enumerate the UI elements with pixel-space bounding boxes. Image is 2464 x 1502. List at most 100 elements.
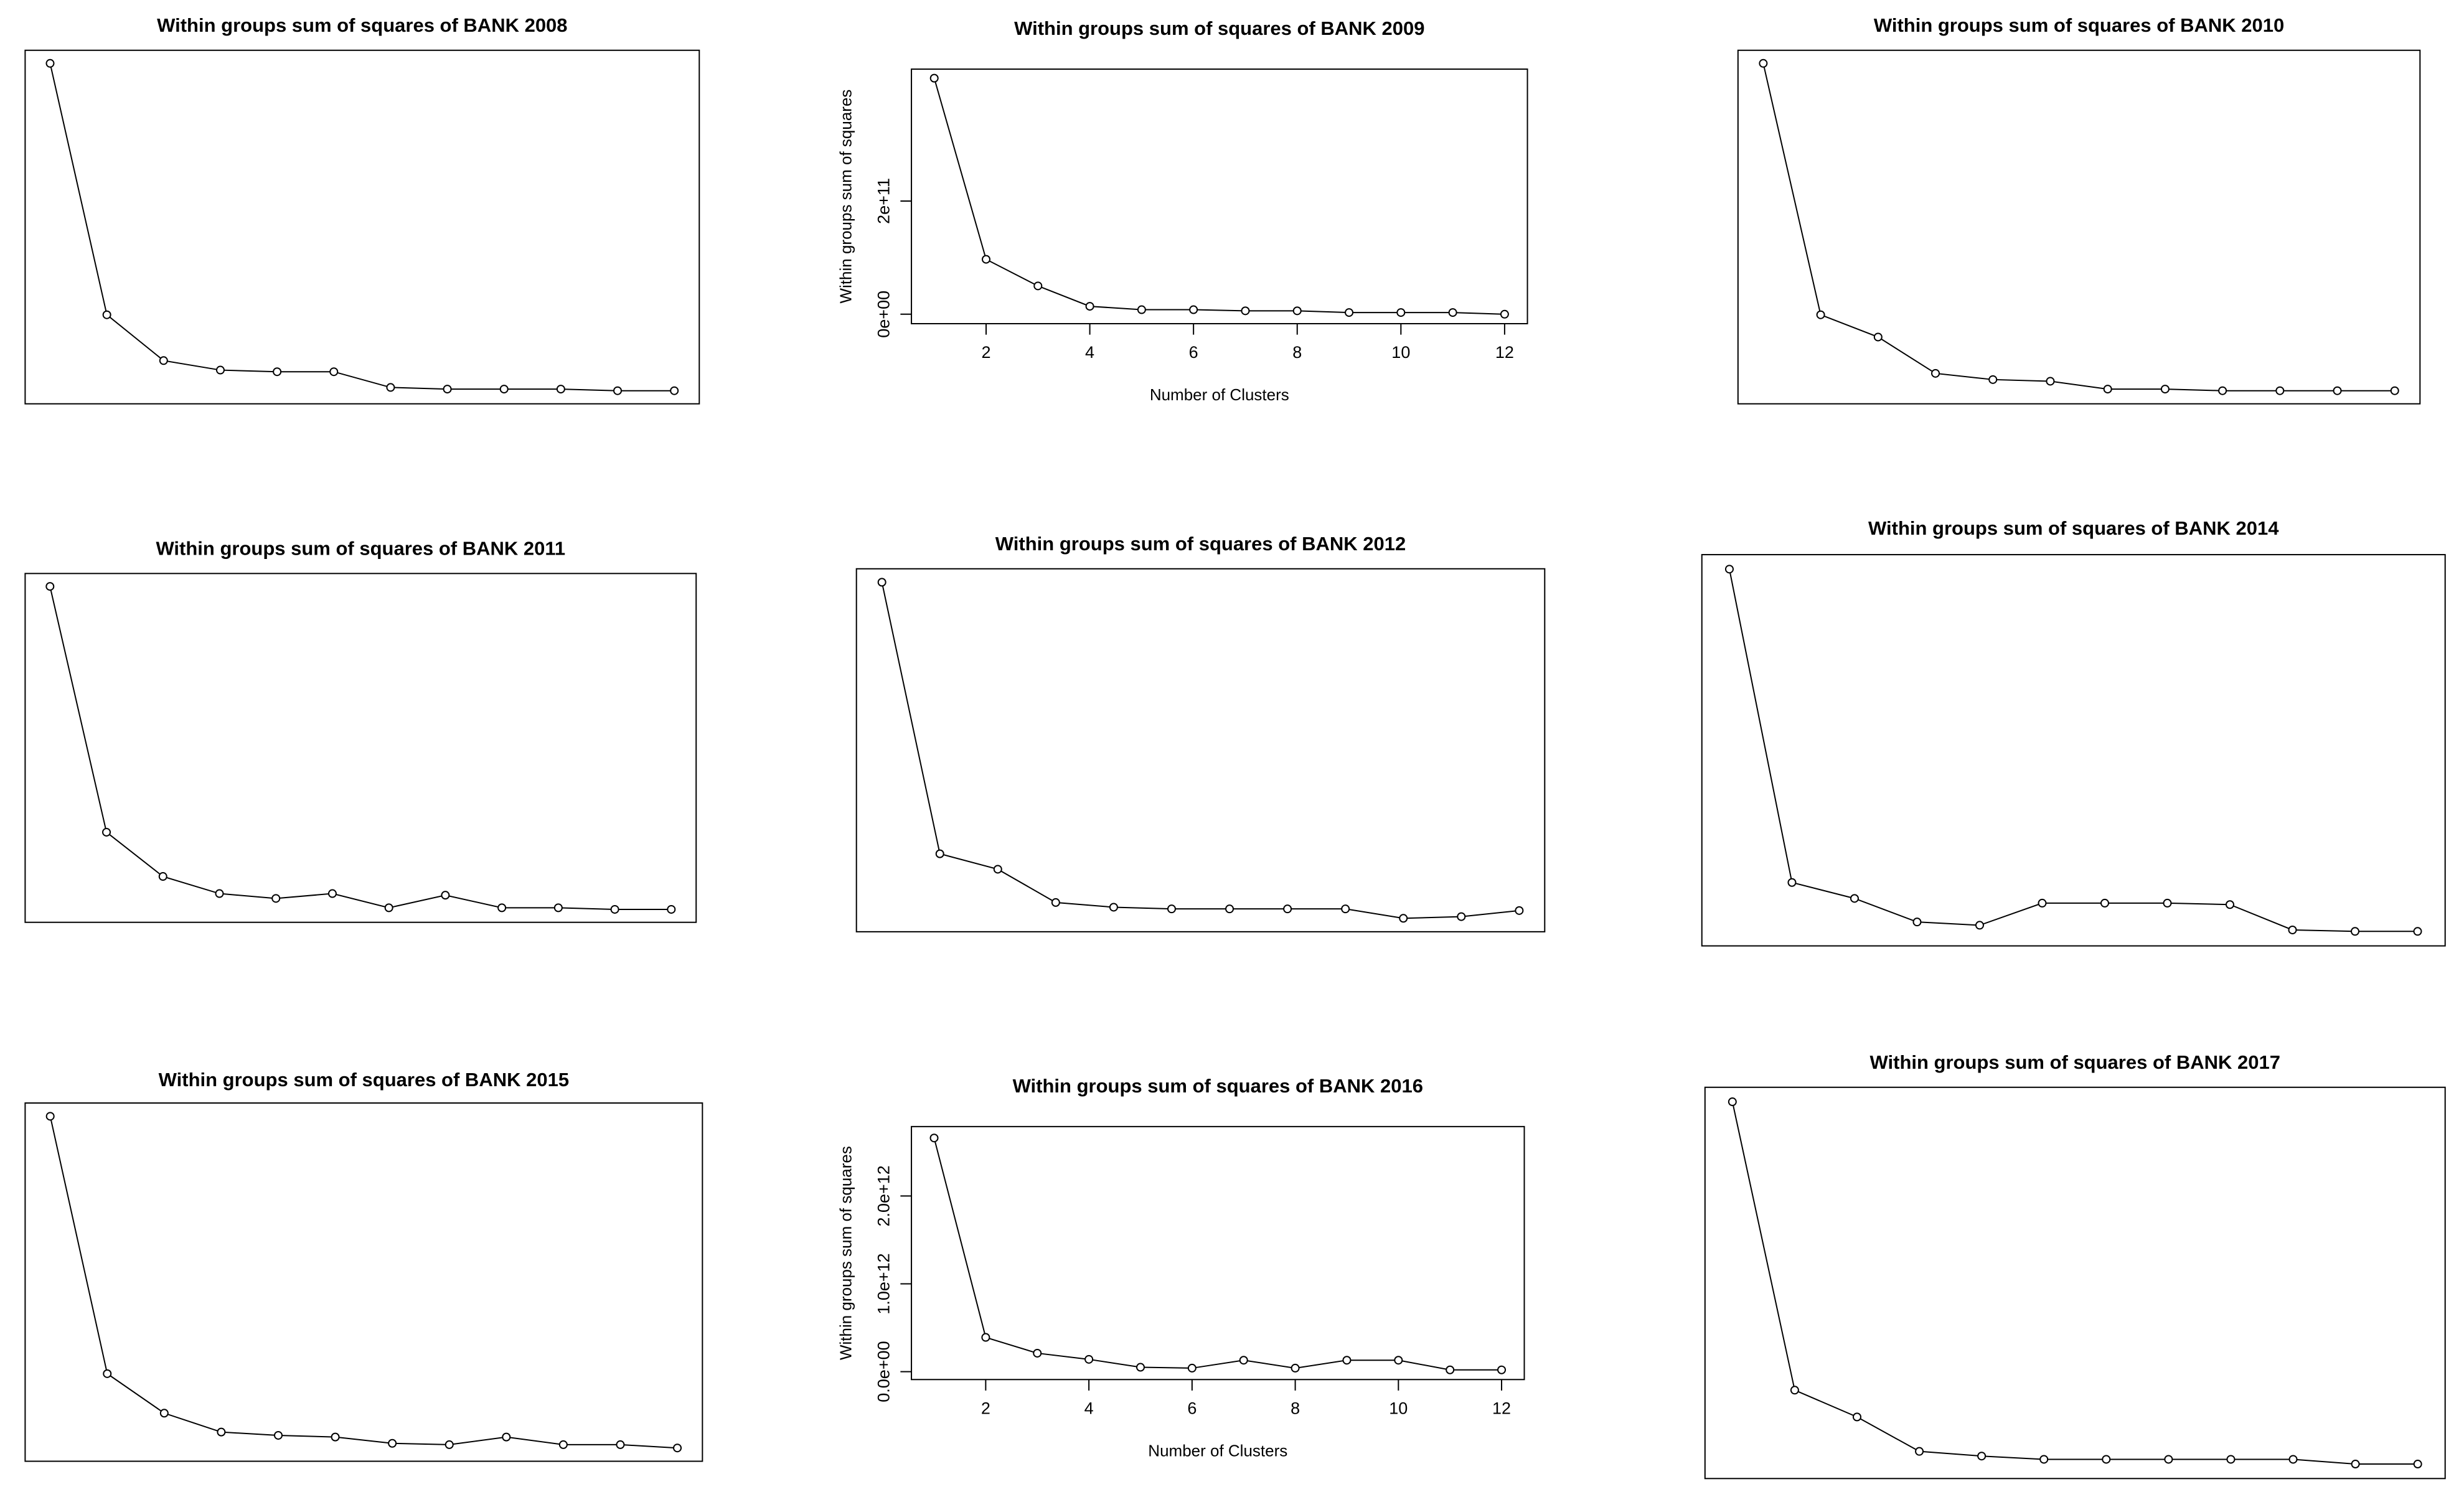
data-point xyxy=(271,894,281,903)
data-point xyxy=(327,889,337,898)
data-point xyxy=(1500,309,1509,319)
data-point xyxy=(1977,1452,1987,1461)
x-axis-title: Number of Clusters xyxy=(1148,1441,1287,1460)
data-point xyxy=(388,1439,397,1448)
data-point xyxy=(1137,305,1146,314)
data-line xyxy=(933,1137,1502,1371)
data-point xyxy=(2100,898,2109,908)
data-point xyxy=(1873,332,1883,342)
data-point xyxy=(215,889,224,898)
data-point xyxy=(1189,305,1198,314)
data-point xyxy=(1291,1363,1300,1373)
data-point xyxy=(981,1333,990,1342)
data-point xyxy=(102,827,111,837)
data-point xyxy=(2333,386,2342,395)
chart-title: Within groups sum of squares of BANK 201… xyxy=(1874,14,2284,36)
data-point xyxy=(667,904,676,914)
plot-frame xyxy=(1737,49,2421,405)
data-point xyxy=(499,385,509,394)
plot-frame xyxy=(24,49,700,405)
x-tick-label: 10 xyxy=(1389,1399,1408,1417)
y-tick-label: 0e+00 xyxy=(874,291,893,338)
data-point xyxy=(1225,904,1234,914)
data-point xyxy=(1341,904,1350,914)
data-point xyxy=(610,904,619,914)
data-point xyxy=(502,1432,511,1442)
data-line xyxy=(933,78,1505,315)
data-point xyxy=(45,582,55,591)
data-point xyxy=(553,903,563,913)
data-point xyxy=(2046,377,2055,386)
data-point xyxy=(215,365,225,375)
data-point xyxy=(331,1432,340,1442)
data-point xyxy=(1515,906,1524,915)
data-point xyxy=(2225,900,2234,909)
data-point xyxy=(1975,921,1984,930)
data-point xyxy=(2164,1455,2173,1464)
y-tick-label: 0.0e+00 xyxy=(874,1341,893,1402)
data-point xyxy=(877,578,886,587)
data-line xyxy=(881,582,1520,919)
data-point xyxy=(1396,308,1406,317)
chart-title: Within groups sum of squares of BANK 201… xyxy=(1868,517,2279,539)
data-point xyxy=(1787,878,1797,887)
data-point xyxy=(1085,302,1094,311)
data-point xyxy=(2351,1460,2360,1469)
data-point xyxy=(1446,1365,1455,1374)
data-point xyxy=(1241,306,1250,316)
data-point xyxy=(329,367,339,377)
data-point xyxy=(929,1134,939,1143)
data-point xyxy=(935,849,944,858)
x-tick-label: 10 xyxy=(1391,343,1410,362)
data-point xyxy=(386,383,395,392)
data-point xyxy=(1033,281,1043,291)
data-point xyxy=(1448,308,1457,317)
data-point xyxy=(2038,898,2047,908)
data-point xyxy=(2160,385,2170,394)
data-line xyxy=(1728,569,2418,932)
y-tick-label: 1.0e+12 xyxy=(874,1253,893,1314)
data-point xyxy=(1051,898,1060,907)
x-tick-label: 4 xyxy=(1084,1399,1094,1417)
plot-frame xyxy=(1701,554,2446,947)
data-point xyxy=(670,386,679,395)
data-point xyxy=(1457,912,1466,921)
data-point xyxy=(1852,1412,1861,1422)
data-point xyxy=(2275,386,2285,395)
data-point xyxy=(1931,368,1940,378)
data-point xyxy=(556,385,565,394)
y-axis-title: Within groups sum of squares xyxy=(836,90,855,304)
x-axis-title: Number of Clusters xyxy=(1150,385,1289,404)
data-point xyxy=(993,865,1002,874)
x-tick-label: 4 xyxy=(1085,343,1094,362)
data-point xyxy=(2413,927,2422,936)
data-point xyxy=(1915,1447,1924,1456)
data-point xyxy=(613,386,623,395)
data-point xyxy=(1033,1348,1042,1358)
plot-frame xyxy=(24,573,697,923)
data-point xyxy=(2039,1455,2049,1464)
data-point xyxy=(1728,1097,1737,1107)
data-point xyxy=(217,1427,226,1437)
data-point xyxy=(384,903,393,913)
data-point xyxy=(273,1430,283,1440)
data-point xyxy=(673,1443,682,1453)
data-point xyxy=(1724,565,1734,574)
data-line xyxy=(1731,1101,2418,1465)
data-point xyxy=(1283,904,1292,914)
data-line xyxy=(1762,63,2395,392)
data-point xyxy=(1394,1356,1403,1365)
x-tick-label: 6 xyxy=(1187,1399,1197,1417)
data-point xyxy=(1187,1363,1197,1373)
data-point xyxy=(45,59,55,68)
data-point xyxy=(2288,925,2297,934)
x-tick-label: 12 xyxy=(1495,343,1514,362)
y-axis-title: Within groups sum of squares xyxy=(836,1146,855,1360)
chart-title: Within groups sum of squares of BANK 200… xyxy=(157,14,567,36)
data-point xyxy=(2413,1460,2422,1469)
data-point xyxy=(443,385,452,394)
y-tick-label: 2.0e+12 xyxy=(874,1165,893,1226)
data-point xyxy=(103,1369,112,1378)
data-point xyxy=(1759,59,1768,68)
plot-frame xyxy=(24,1102,703,1462)
